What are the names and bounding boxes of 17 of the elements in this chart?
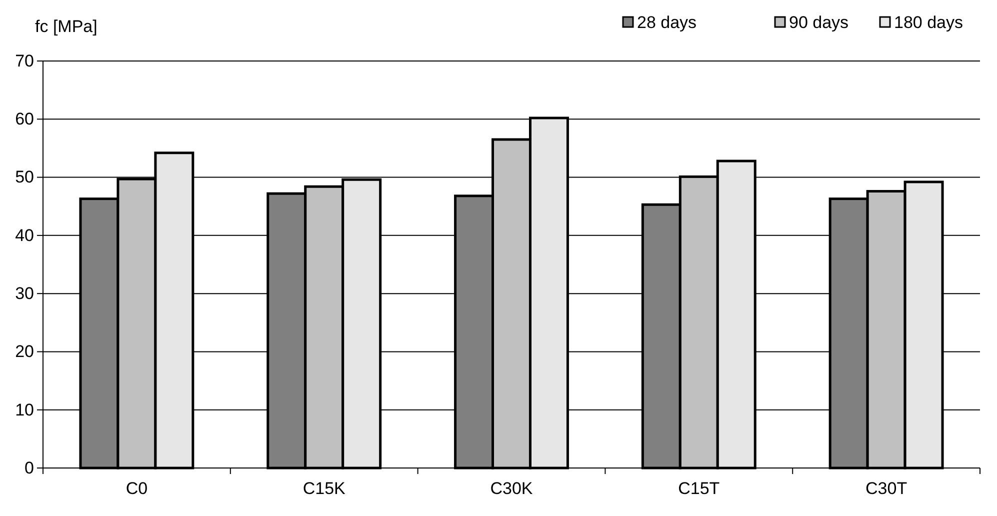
y-tick-label: 60 [15, 110, 34, 129]
y-tick-label: 20 [15, 342, 34, 362]
legend-label: 28 days [637, 13, 697, 32]
x-tick-label: C15T [678, 479, 720, 498]
y-tick-label: 10 [15, 400, 34, 420]
y-tick-label: 50 [15, 168, 34, 187]
y-tick-label: 30 [15, 284, 34, 304]
legend-label: 90 days [789, 13, 849, 32]
x-tick-label: C30T [866, 479, 908, 498]
y-tick-label: 0 [24, 458, 34, 478]
y-tick-label: 40 [15, 226, 34, 245]
y-tick-label: 70 [15, 51, 34, 70]
x-tick-label: C0 [126, 479, 148, 498]
y-axis-title: fc [MPa] [35, 17, 98, 36]
x-tick-label: C30K [490, 479, 534, 498]
legend-label: 180 days [894, 13, 963, 32]
x-tick-label: C15K [302, 479, 346, 498]
